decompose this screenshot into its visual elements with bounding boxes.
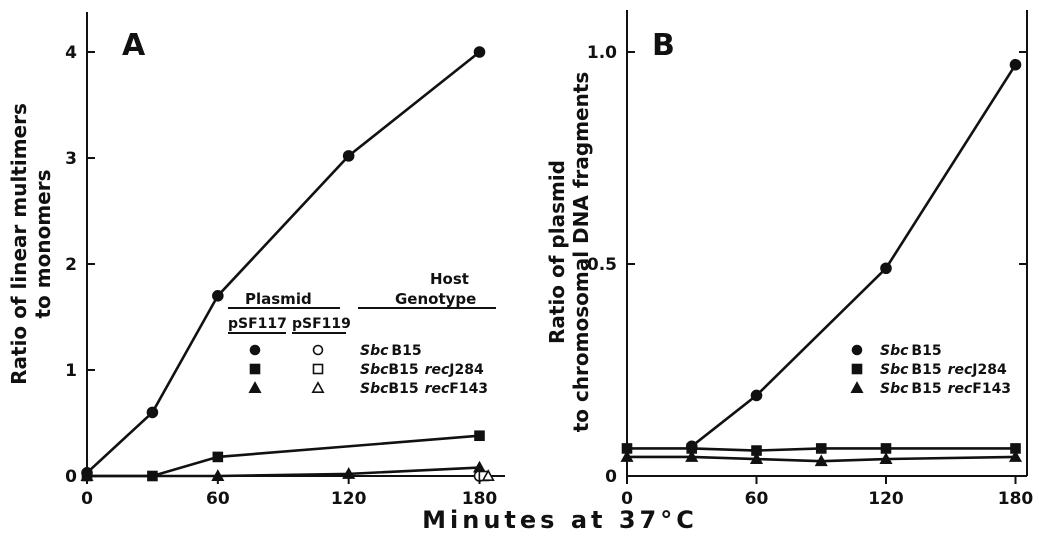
panel-a: 0 60 120 180 0 1 2 3 4 A Ratio of linear multime… bbox=[7, 12, 505, 509]
panel-b-series bbox=[620, 58, 1023, 467]
legend-a-row-2: SbcB15 recJ284 bbox=[360, 362, 484, 378]
panel-b-ticks: 0 60 120 180 0 0.5 1.0 bbox=[587, 43, 1034, 509]
y-tick-label: 1.0 bbox=[587, 43, 617, 63]
data-point bbox=[342, 150, 355, 162]
x-tick-label: 120 bbox=[868, 489, 904, 509]
legend-a-host-header-1: Host bbox=[430, 270, 469, 288]
panel-a-y-axis-label: Ratio of linear multimers to monomers bbox=[7, 103, 55, 385]
panel-b-ylabel-line1: Ratio of plasmid bbox=[545, 160, 569, 344]
series-line bbox=[627, 447, 1016, 452]
data-point bbox=[474, 430, 485, 442]
panel-a-ylabel-line2: to monomers bbox=[31, 170, 55, 319]
data-point bbox=[211, 469, 225, 481]
y-tick-label: 0.5 bbox=[587, 255, 617, 275]
x-tick-label: 60 bbox=[206, 489, 230, 509]
data-point bbox=[880, 262, 892, 275]
data-point bbox=[473, 46, 486, 58]
legend-marker bbox=[851, 344, 863, 356]
panel-b-ylabel-line2: to chromosomal DNA fragments bbox=[569, 72, 593, 433]
data-point bbox=[620, 450, 634, 462]
series-line bbox=[690, 64, 1017, 448]
legend-a-row-1: Sbc B15 bbox=[360, 343, 422, 359]
data-point bbox=[1008, 450, 1023, 462]
legend-marker bbox=[850, 381, 864, 393]
legend-marker-open bbox=[312, 363, 324, 375]
legend-b-row-2: Sbc B15 recJ284 bbox=[880, 362, 1007, 378]
panel-a-ylabel-line1: Ratio of linear multimers bbox=[7, 103, 31, 385]
data-point bbox=[1009, 58, 1022, 71]
legend-b-row-3: Sbc B15 recF143 bbox=[880, 381, 1011, 397]
legend-a-col-1: pSF117 bbox=[228, 316, 287, 332]
y-tick-label: 2 bbox=[65, 255, 77, 275]
legend-a-host-header-2: Genotype bbox=[395, 290, 476, 308]
panel-a-label: A bbox=[122, 28, 146, 63]
panel-b-label: B bbox=[652, 28, 675, 63]
data-point bbox=[80, 469, 94, 481]
panel-b: 0 60 120 180 0 0.5 1.0 B Ratio of plasmid to c… bbox=[545, 10, 1033, 509]
data-point bbox=[685, 450, 699, 462]
y-tick-label: 4 bbox=[65, 43, 77, 63]
legend-a-plasmid-header: Plasmid bbox=[245, 290, 312, 308]
legend-marker-filled bbox=[249, 344, 261, 356]
series-line bbox=[627, 455, 1016, 463]
data-point bbox=[880, 443, 892, 454]
x-tick-label: 120 bbox=[331, 489, 367, 509]
legend-marker-filled bbox=[248, 381, 262, 393]
y-tick-label: 0 bbox=[605, 467, 617, 487]
panel-b-y-axis-label: Ratio of plasmid to chromosomal DNA frag… bbox=[545, 72, 593, 433]
x-tick-label: 0 bbox=[81, 489, 93, 509]
x-tick-label: 0 bbox=[621, 489, 633, 509]
legend-marker-open bbox=[312, 344, 324, 356]
legend-a-col-2: pSF119 bbox=[292, 316, 351, 332]
data-point bbox=[146, 406, 159, 419]
shared-x-axis-label: Minutes at 37°C bbox=[422, 506, 698, 534]
data-point bbox=[750, 389, 763, 402]
data-point bbox=[749, 452, 764, 464]
legend-marker bbox=[851, 363, 863, 375]
panel-a-legend: Plasmid Host Genotype pSF117 pSF119 Sbc B… bbox=[228, 270, 496, 397]
legend-a-markers bbox=[248, 344, 325, 393]
y-tick-label: 1 bbox=[65, 361, 77, 381]
x-tick-label: 180 bbox=[998, 489, 1034, 509]
x-tick-label: 60 bbox=[745, 489, 769, 509]
legend-b-markers bbox=[850, 344, 864, 393]
data-point bbox=[342, 467, 356, 479]
y-tick-label: 3 bbox=[65, 149, 77, 169]
legend-marker-filled bbox=[249, 363, 261, 375]
legend-marker-open bbox=[311, 381, 325, 393]
y-tick-label: 0 bbox=[65, 467, 77, 487]
data-point bbox=[815, 443, 827, 454]
x-tick-label: 180 bbox=[462, 489, 498, 509]
legend-b-row-1: Sbc B15 bbox=[880, 343, 942, 359]
series-line bbox=[86, 50, 481, 474]
data-point bbox=[481, 469, 495, 481]
data-point bbox=[814, 454, 828, 467]
data-point bbox=[212, 289, 224, 302]
series-line bbox=[87, 466, 480, 478]
data-point bbox=[212, 451, 224, 463]
panel-a-series bbox=[80, 46, 495, 482]
data-point bbox=[879, 452, 893, 464]
legend-a-row-3: SbcB15 recF143 bbox=[360, 381, 488, 397]
panel-b-legend: Sbc B15 Sbc B15 recJ284 Sbc B15 recF143 bbox=[850, 343, 1011, 397]
